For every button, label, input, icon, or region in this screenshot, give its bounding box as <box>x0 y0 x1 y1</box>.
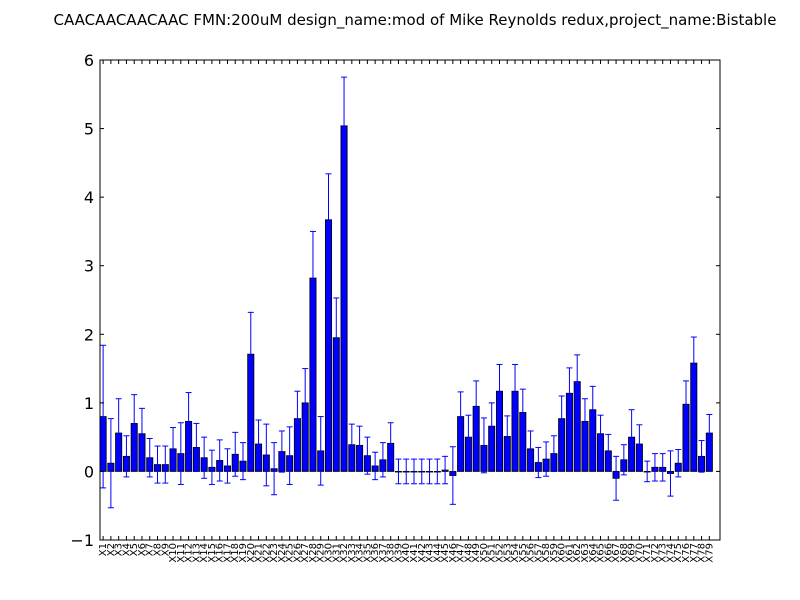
xtick-label-X26: X26 <box>292 543 303 563</box>
xtick-label-X49: X49 <box>471 543 482 563</box>
xtick-label-X42: X42 <box>417 543 428 563</box>
plot-border <box>99 59 721 541</box>
xtick-label-X76: X76 <box>681 543 692 563</box>
xtick-label-X20: X20 <box>246 543 257 563</box>
ytick-label: 2 <box>84 325 94 344</box>
xtick-label-X60: X60 <box>557 543 568 563</box>
xtick-label-X55: X55 <box>518 543 529 563</box>
xtick-label-X14: X14 <box>199 543 210 563</box>
xtick-label-X45: X45 <box>440 543 451 563</box>
xtick-label-X17: X17 <box>222 543 233 563</box>
xtick-label-X2: X2 <box>106 543 117 556</box>
xtick-label-X31: X31 <box>331 543 342 563</box>
xtick-label-X13: X13 <box>191 543 202 563</box>
xtick-label-X33: X33 <box>347 543 358 563</box>
xtick-label-X10: X10 <box>168 543 179 563</box>
xtick-label-X46: X46 <box>448 543 459 563</box>
xtick-label-X47: X47 <box>456 543 467 563</box>
xtick-label-X43: X43 <box>425 543 436 563</box>
ytick-label: 0 <box>84 462 94 481</box>
xtick-label-X68: X68 <box>619 543 630 563</box>
xtick-label-X67: X67 <box>611 543 622 563</box>
xtick-label-X28: X28 <box>308 543 319 563</box>
xtick-label-X1: X1 <box>98 543 109 556</box>
xtick-label-X34: X34 <box>355 543 366 563</box>
xtick-label-X79: X79 <box>704 543 715 563</box>
xtick-label-X25: X25 <box>285 543 296 563</box>
xtick-label-X71: X71 <box>642 543 653 563</box>
ytick-label: 4 <box>84 188 94 207</box>
xtick-label-X72: X72 <box>650 543 661 563</box>
xtick-label-X75: X75 <box>673 543 684 563</box>
xtick-label-X3: X3 <box>114 543 125 556</box>
xtick-label-X30: X30 <box>324 543 335 563</box>
xtick-label-X66: X66 <box>603 543 614 563</box>
xtick-label-X64: X64 <box>588 543 599 563</box>
bar-X32 <box>340 125 348 472</box>
xtick-label-X11: X11 <box>176 543 187 563</box>
xtick-label-X35: X35 <box>362 543 373 563</box>
xtick-label-X6: X6 <box>137 543 148 556</box>
ytick-label: 1 <box>84 394 94 413</box>
xtick-label-X22: X22 <box>261 543 272 563</box>
xtick-label-X8: X8 <box>153 543 164 556</box>
xtick-label-X50: X50 <box>479 543 490 563</box>
xtick-label-X40: X40 <box>401 543 412 563</box>
xtick-label-X56: X56 <box>526 543 537 563</box>
xtick-label-X58: X58 <box>541 543 552 563</box>
xtick-label-X51: X51 <box>487 543 498 563</box>
ytick-label: 3 <box>84 257 94 276</box>
xtick-label-X74: X74 <box>665 543 676 563</box>
xtick-label-X36: X36 <box>370 543 381 563</box>
xtick-label-X5: X5 <box>129 543 140 556</box>
xtick-label-X59: X59 <box>549 543 560 563</box>
xtick-label-X32: X32 <box>339 543 350 563</box>
xtick-label-X73: X73 <box>658 543 669 563</box>
xtick-label-X39: X39 <box>393 543 404 563</box>
ytick-label: 5 <box>84 120 94 139</box>
xtick-label-X16: X16 <box>215 543 226 563</box>
xtick-label-X62: X62 <box>572 543 583 563</box>
xtick-label-X19: X19 <box>238 543 249 563</box>
xtick-label-X21: X21 <box>254 543 265 563</box>
xtick-label-X24: X24 <box>277 543 288 563</box>
xtick-label-X52: X52 <box>494 543 505 563</box>
ytick-label: −1 <box>70 531 94 550</box>
xtick-label-X77: X77 <box>689 543 700 563</box>
xtick-label-X61: X61 <box>564 543 575 563</box>
xtick-label-X27: X27 <box>300 543 311 563</box>
xtick-label-X65: X65 <box>596 543 607 563</box>
chart-title: CAACAACAACAAC FMN:200uM design_name:mod … <box>54 11 777 30</box>
xtick-label-X29: X29 <box>316 543 327 563</box>
xtick-label-X18: X18 <box>230 543 241 563</box>
xtick-label-X57: X57 <box>533 543 544 563</box>
xtick-label-X23: X23 <box>269 543 280 563</box>
xtick-label-X44: X44 <box>432 543 443 563</box>
xtick-label-X78: X78 <box>697 543 708 563</box>
xtick-label-X12: X12 <box>184 543 195 563</box>
xtick-label-X7: X7 <box>145 543 156 556</box>
xtick-label-X53: X53 <box>502 543 513 563</box>
xtick-label-X54: X54 <box>510 543 521 563</box>
xtick-label-X48: X48 <box>463 543 474 563</box>
error-bars-group <box>100 76 713 509</box>
xtick-label-X4: X4 <box>121 543 132 556</box>
xtick-label-X15: X15 <box>207 543 218 563</box>
xtick-label-X69: X69 <box>627 543 638 563</box>
xtick-label-X9: X9 <box>160 543 171 556</box>
xtick-label-X41: X41 <box>409 543 420 563</box>
xtick-label-X38: X38 <box>386 543 397 563</box>
xtick-label-X70: X70 <box>634 543 645 563</box>
xtick-label-X63: X63 <box>580 543 591 563</box>
axes-group: −10123456X1X2X3X4X5X6X7X8X9X10X11X12X13X… <box>70 51 720 563</box>
ytick-label: 6 <box>84 51 94 70</box>
xtick-label-X37: X37 <box>378 543 389 563</box>
